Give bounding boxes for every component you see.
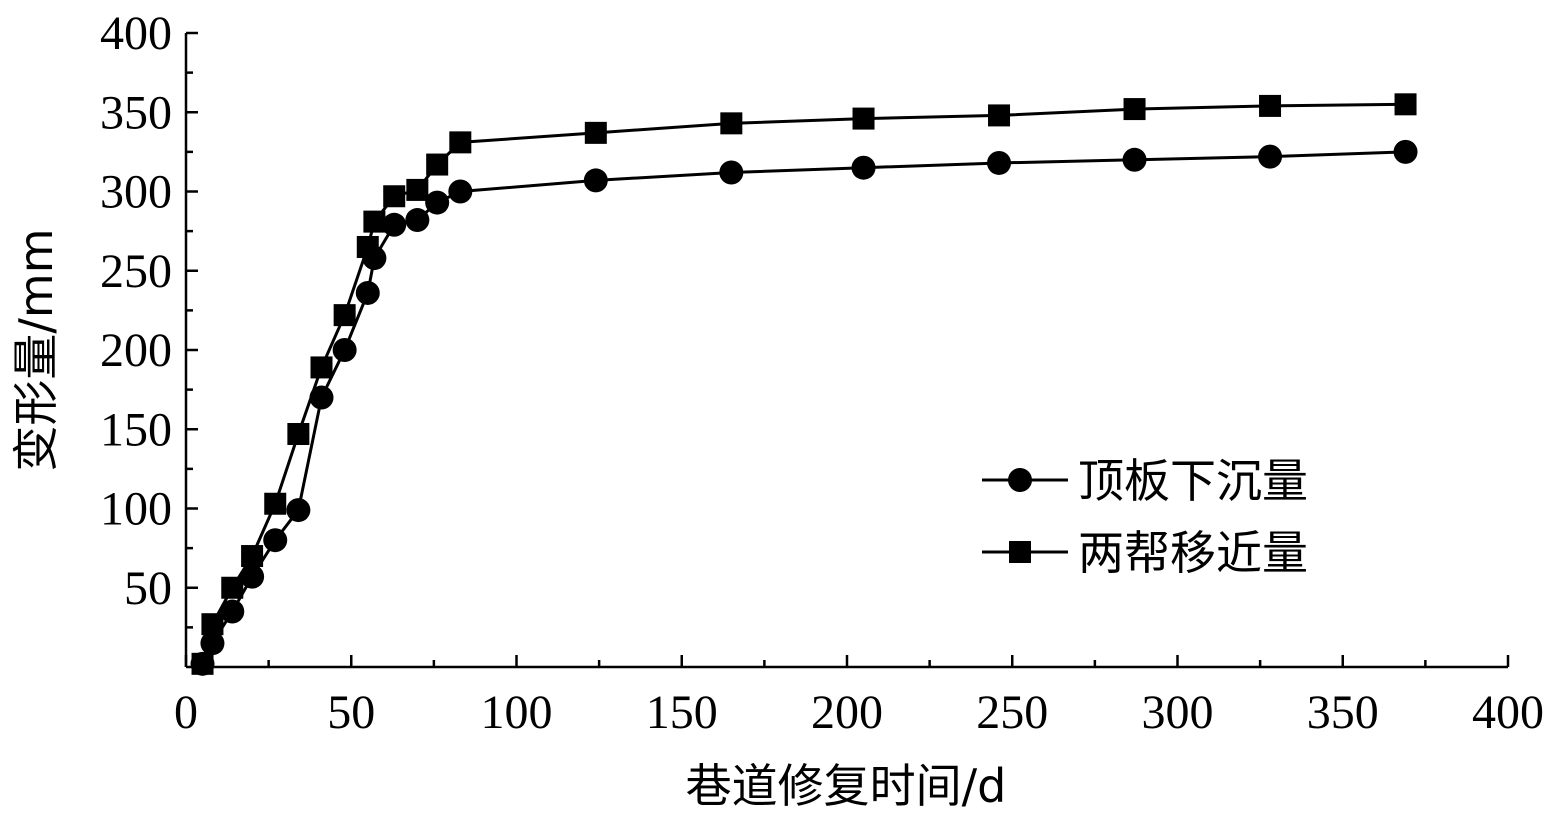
data-point-square (852, 107, 875, 130)
data-point-square (383, 185, 406, 208)
data-point-circle (1393, 139, 1418, 164)
data-point-square (720, 112, 743, 135)
data-point-circle (719, 160, 744, 185)
legend-label-sides: 两帮移近量 (1078, 526, 1308, 580)
x-tick-label: 200 (811, 686, 883, 739)
data-point-square (221, 576, 244, 599)
data-point-square (356, 235, 379, 258)
y-tick-label: 300 (100, 166, 172, 219)
y-axis-title: 变形量/mm (9, 228, 63, 471)
x-axis-title: 巷道修复时间/d (686, 759, 1007, 813)
data-point-square (1123, 98, 1146, 121)
data-point-square (406, 178, 429, 201)
data-point-square (264, 492, 287, 515)
legend-item-roof: 顶板下沉量 (982, 454, 1308, 508)
data-point-circle (583, 168, 608, 193)
x-tick-label: 100 (481, 686, 553, 739)
legend-label-roof: 顶板下沉量 (1078, 454, 1308, 508)
axes (184, 33, 1508, 669)
data-point-square (201, 613, 224, 636)
series-layer (190, 93, 1418, 676)
y-tick-label: 50 (124, 562, 172, 615)
data-point-circle (220, 599, 245, 624)
data-point-circle (240, 564, 265, 589)
data-point-square (333, 304, 356, 327)
data-point-square (449, 131, 472, 154)
data-point-circle (382, 212, 407, 237)
data-point-circle (987, 150, 1012, 175)
data-point-circle (332, 338, 357, 362)
series-1 (190, 139, 1418, 676)
x-tick-label: 300 (1142, 686, 1214, 739)
legend-marker-square (1009, 541, 1031, 563)
data-point-square (584, 121, 607, 144)
data-point-circle (405, 208, 430, 233)
data-point-square (287, 423, 310, 446)
x-axis-ticks: 0 50 100 150 200 250 300 350 400 (174, 655, 1544, 739)
x-tick-label: 250 (976, 686, 1048, 739)
x-tick-label: 350 (1307, 686, 1379, 739)
y-tick-label: 400 (100, 7, 172, 60)
data-point-square (988, 104, 1011, 127)
y-axis-ticks: 50 100 150 200 250 300 350 400 (100, 7, 198, 629)
legend-item-sides: 两帮移近量 (982, 526, 1308, 580)
data-point-square (241, 545, 264, 568)
data-point-circle (286, 498, 311, 523)
data-point-circle (448, 179, 473, 204)
data-point-square (363, 210, 386, 233)
y-tick-label: 100 (100, 483, 172, 536)
y-tick-label: 250 (100, 245, 172, 298)
legend-marker-circle (1008, 468, 1032, 492)
y-tick-label: 200 (100, 324, 172, 377)
data-point-circle (1258, 144, 1283, 169)
data-point-circle (851, 155, 876, 180)
series-2 (191, 93, 1417, 675)
data-point-circle (263, 528, 288, 553)
x-tick-label: 50 (327, 686, 375, 739)
x-tick-label: 400 (1472, 686, 1544, 739)
data-point-square (191, 652, 214, 675)
data-point-circle (1122, 147, 1147, 172)
data-point-circle (425, 190, 450, 215)
x-tick-label: 150 (646, 686, 718, 739)
y-tick-label: 150 (100, 403, 172, 456)
data-point-square (426, 153, 449, 176)
data-point-circle (355, 280, 380, 305)
data-point-square (1394, 93, 1417, 116)
x-tick-label: 0 (174, 686, 198, 739)
legend: 顶板下沉量 两帮移近量 (982, 454, 1308, 580)
data-point-circle (309, 385, 334, 410)
data-point-square (310, 356, 333, 379)
data-point-square (1259, 94, 1282, 117)
y-tick-label: 350 (100, 86, 172, 139)
